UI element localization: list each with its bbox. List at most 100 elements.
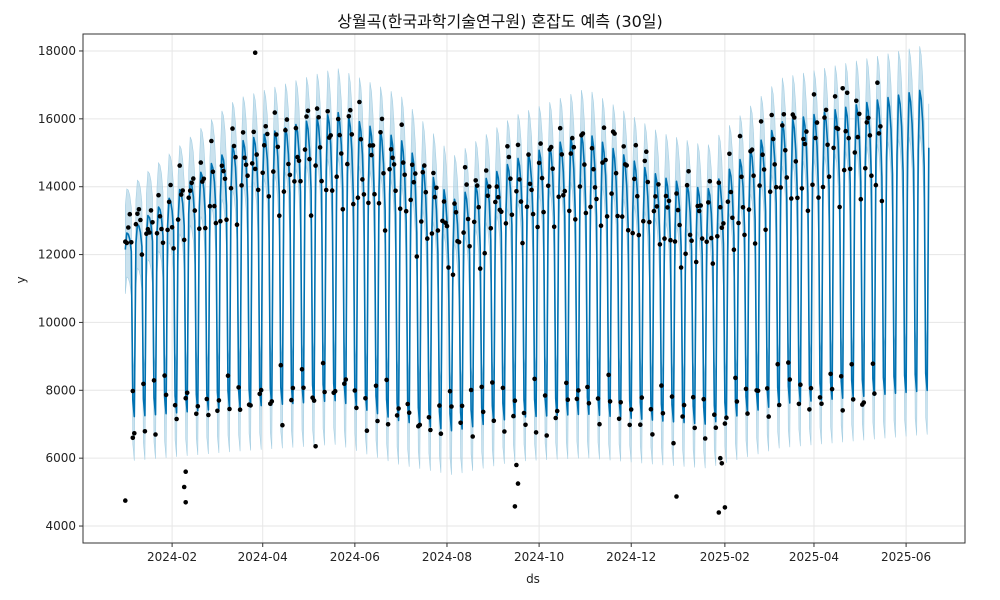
y-axis-ticks: 4000 6000 8000 10000 12000 14000 16000 18000 (38, 44, 83, 533)
observed-point (405, 401, 411, 407)
observed-point (343, 377, 349, 382)
observed-point (304, 114, 309, 119)
observed-point (234, 222, 240, 227)
observed-point (160, 240, 166, 246)
observed-point (585, 384, 590, 390)
observed-point (361, 192, 367, 197)
observed-point (272, 110, 278, 115)
observed-point (423, 189, 429, 195)
observed-point (701, 396, 706, 402)
observed-point (709, 235, 714, 241)
observed-point (758, 119, 764, 124)
observed-point (699, 236, 705, 241)
observed-point (227, 406, 232, 412)
observed-point (716, 180, 722, 185)
observed-point (388, 147, 394, 152)
observed-point (740, 205, 746, 210)
observed-point (408, 197, 414, 203)
observed-point (636, 232, 642, 238)
observed-point (154, 231, 160, 236)
observed-point (737, 133, 743, 139)
observed-point (746, 207, 752, 212)
observed-point (293, 125, 299, 131)
observed-point (298, 178, 303, 184)
x-axis-label: ds (526, 572, 540, 586)
observed-point (183, 500, 188, 505)
observed-point (307, 156, 312, 162)
observed-point (847, 166, 853, 172)
observed-point (240, 130, 246, 135)
observed-point (165, 227, 170, 233)
observed-point (781, 112, 787, 117)
observed-point (123, 498, 128, 503)
x-tick-label: 2025-04 (789, 550, 839, 564)
observed-point (168, 182, 173, 188)
observed-point (261, 143, 267, 148)
observed-point (135, 211, 140, 217)
observed-point (570, 135, 575, 141)
observed-point (568, 151, 574, 156)
observed-point (662, 236, 667, 241)
observed-point (308, 213, 314, 218)
observed-point (624, 163, 629, 168)
observed-point (835, 126, 841, 132)
observed-point (171, 246, 176, 251)
observed-point (224, 217, 229, 222)
observed-point (559, 152, 565, 157)
observed-point (426, 415, 432, 420)
observed-point (548, 144, 554, 150)
observed-point (225, 373, 231, 379)
observed-point (645, 179, 651, 185)
observed-point (722, 505, 728, 510)
observed-point (786, 360, 791, 365)
observed-point (582, 162, 587, 167)
observed-point (295, 154, 300, 160)
observed-point (328, 133, 334, 138)
observed-point (266, 194, 272, 199)
observed-point (718, 455, 723, 461)
observed-point (621, 144, 626, 149)
observed-point (218, 218, 223, 224)
observed-point (641, 218, 646, 224)
observed-point (551, 224, 557, 230)
observed-point (674, 191, 679, 196)
observed-point (536, 160, 542, 166)
observed-point (653, 194, 658, 199)
observed-point (742, 232, 747, 238)
observed-point (681, 402, 687, 408)
observed-point (854, 98, 859, 104)
observed-point (766, 414, 771, 419)
observed-point (553, 415, 558, 421)
observed-point (751, 173, 756, 178)
observed-point (808, 385, 814, 391)
observed-point (376, 201, 382, 206)
observed-point (189, 180, 194, 186)
observed-point (690, 394, 696, 400)
x-tick-label: 2024-06 (330, 550, 380, 564)
observed-point (243, 162, 249, 168)
observed-point (866, 115, 871, 121)
observed-point (292, 179, 297, 184)
observed-point (382, 228, 388, 233)
observed-point (606, 372, 611, 378)
observed-point (221, 168, 226, 174)
observed-point (783, 148, 788, 153)
observed-point (789, 196, 794, 201)
observed-point (313, 444, 318, 449)
observed-point (731, 247, 737, 252)
observed-point (612, 131, 617, 136)
observed-point (174, 416, 179, 422)
observed-point (289, 397, 294, 403)
observed-point (875, 80, 880, 85)
observed-point (644, 149, 649, 154)
observed-point (461, 230, 466, 235)
observed-point (654, 204, 660, 209)
observed-point (435, 228, 441, 233)
observed-point (181, 484, 187, 490)
observed-point (317, 145, 323, 150)
observed-point (138, 217, 143, 223)
observed-point (480, 409, 486, 415)
observed-point (589, 145, 595, 151)
observed-point (763, 227, 768, 233)
observed-point (385, 422, 391, 427)
